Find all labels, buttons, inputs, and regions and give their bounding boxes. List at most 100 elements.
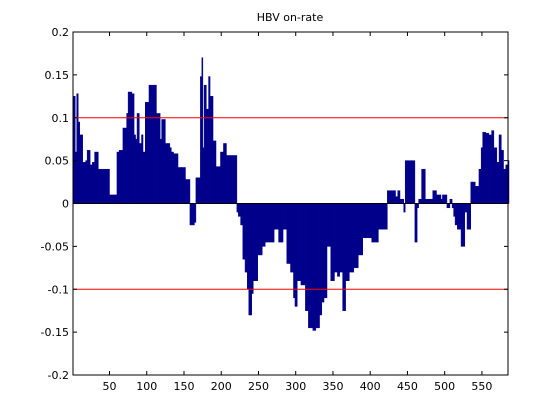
- bar: [290, 203, 294, 273]
- bar: [238, 203, 241, 217]
- bar: [212, 140, 217, 204]
- bar: [82, 162, 86, 204]
- bar: [319, 203, 323, 316]
- bar: [353, 203, 359, 269]
- bar: [442, 194, 448, 204]
- bar: [337, 203, 340, 277]
- bar: [282, 203, 288, 230]
- bar: [181, 167, 186, 204]
- bar: [226, 155, 238, 204]
- bar: [436, 194, 442, 204]
- bar: [446, 203, 451, 209]
- x-tick-label: 350: [322, 380, 343, 393]
- bar: [286, 203, 291, 264]
- bar: [296, 203, 302, 281]
- reference-lines: [73, 117, 508, 290]
- y-tick-label: 0.15: [45, 69, 70, 82]
- bar: [122, 127, 127, 204]
- bar: [362, 203, 371, 239]
- bar: [116, 151, 120, 204]
- bar: [171, 151, 174, 204]
- bar: [342, 203, 346, 311]
- x-tick-label: 100: [136, 380, 157, 393]
- bar: [244, 203, 248, 273]
- y-axis-ticks: -0.2 -0.15 -0.1 -0.05 0 0.05 0.1 0.15 0.2: [41, 26, 508, 382]
- bar: [94, 151, 99, 204]
- bar: [264, 203, 270, 243]
- x-tick-label: 450: [397, 380, 418, 393]
- bar: [418, 198, 422, 204]
- bar: [330, 203, 335, 281]
- bar: [165, 143, 171, 204]
- bar: [403, 203, 406, 213]
- bar: [194, 203, 197, 223]
- bar: [493, 147, 498, 204]
- bar: [223, 143, 227, 204]
- bar: [112, 194, 118, 204]
- bar: [395, 196, 399, 204]
- bar: [253, 203, 258, 281]
- bar: [432, 190, 437, 204]
- bar: [127, 91, 133, 204]
- bar: [358, 203, 363, 256]
- x-tick-label: 300: [285, 380, 306, 393]
- bar: [429, 198, 434, 204]
- bar: [457, 203, 462, 230]
- bar: [278, 203, 284, 243]
- x-tick-label: 400: [360, 380, 381, 393]
- bar: [220, 151, 224, 204]
- bar: [399, 198, 404, 204]
- x-tick-label: 50: [102, 380, 116, 393]
- y-tick-label: 0: [62, 198, 69, 211]
- x-tick-label: 550: [471, 380, 492, 393]
- y-tick-label: 0.1: [52, 112, 70, 125]
- bar: [189, 203, 195, 226]
- x-tick-label: 200: [211, 380, 232, 393]
- bar: [175, 153, 179, 204]
- bar: [472, 181, 476, 204]
- y-tick-label: -0.15: [41, 326, 69, 339]
- y-tick-label: 0.2: [52, 26, 70, 39]
- bar: [131, 93, 135, 204]
- bar: [371, 203, 379, 243]
- bar: [148, 84, 157, 204]
- bar: [177, 167, 182, 204]
- bar: [242, 203, 246, 260]
- y-tick-label: 0.05: [45, 155, 70, 168]
- bar: [466, 203, 471, 230]
- bar: [300, 203, 306, 286]
- bar: [118, 150, 124, 204]
- bar: [315, 203, 320, 329]
- bar: [501, 150, 504, 204]
- bar: [349, 203, 355, 273]
- bar: [404, 160, 412, 204]
- bar: [305, 203, 309, 311]
- y-tick-label: -0.2: [48, 369, 69, 382]
- bar: [173, 153, 177, 204]
- bar: [269, 203, 275, 243]
- bar: [156, 113, 161, 204]
- bar: [98, 168, 110, 204]
- y-tick-label: -0.05: [41, 240, 69, 253]
- bar: [454, 203, 458, 226]
- bar: [334, 203, 338, 273]
- bar: [142, 151, 146, 204]
- x-tick-label: 150: [173, 380, 194, 393]
- bar: [339, 203, 343, 273]
- bar: [79, 134, 83, 204]
- bar: [421, 168, 426, 204]
- bar: [312, 203, 317, 331]
- bar: [393, 190, 396, 204]
- bar: [206, 108, 209, 204]
- bar: [425, 198, 431, 204]
- bar: [387, 190, 394, 204]
- bar: [326, 203, 331, 247]
- x-axis-ticks: 50 100 150 200 250 300 350 400 450 500 550: [102, 32, 492, 393]
- bar: [321, 203, 325, 303]
- bar: [89, 164, 93, 204]
- bar: [464, 203, 468, 213]
- bar: [161, 119, 166, 204]
- bar: [240, 203, 244, 226]
- bar: [485, 132, 489, 204]
